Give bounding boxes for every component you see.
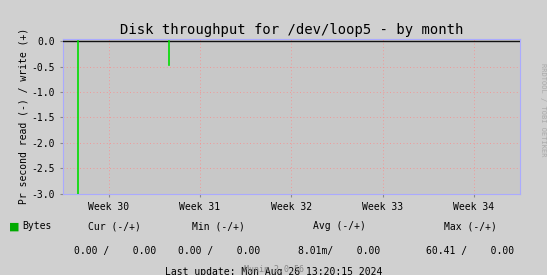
Title: Disk throughput for /dev/loop5 - by month: Disk throughput for /dev/loop5 - by mont… xyxy=(120,23,463,37)
Text: 8.01m/    0.00: 8.01m/ 0.00 xyxy=(298,246,380,256)
Text: Avg (-/+): Avg (-/+) xyxy=(313,221,365,231)
Text: Bytes: Bytes xyxy=(22,221,51,231)
Text: Min (-/+): Min (-/+) xyxy=(193,221,245,231)
Text: 60.41 /    0.00: 60.41 / 0.00 xyxy=(426,246,515,256)
Y-axis label: Pr second read (-) / write (+): Pr second read (-) / write (+) xyxy=(19,28,29,204)
Text: Cur (-/+): Cur (-/+) xyxy=(89,221,141,231)
Text: 0.00 /    0.00: 0.00 / 0.00 xyxy=(178,246,260,256)
Text: ■: ■ xyxy=(9,221,19,231)
Text: RRDTOOL / TOBI OETIKER: RRDTOOL / TOBI OETIKER xyxy=(540,63,546,157)
Text: Max (-/+): Max (-/+) xyxy=(444,221,497,231)
Text: Munin 2.0.56: Munin 2.0.56 xyxy=(243,265,304,274)
Text: Last update: Mon Aug 26 13:20:15 2024: Last update: Mon Aug 26 13:20:15 2024 xyxy=(165,267,382,275)
Text: 0.00 /    0.00: 0.00 / 0.00 xyxy=(74,246,156,256)
